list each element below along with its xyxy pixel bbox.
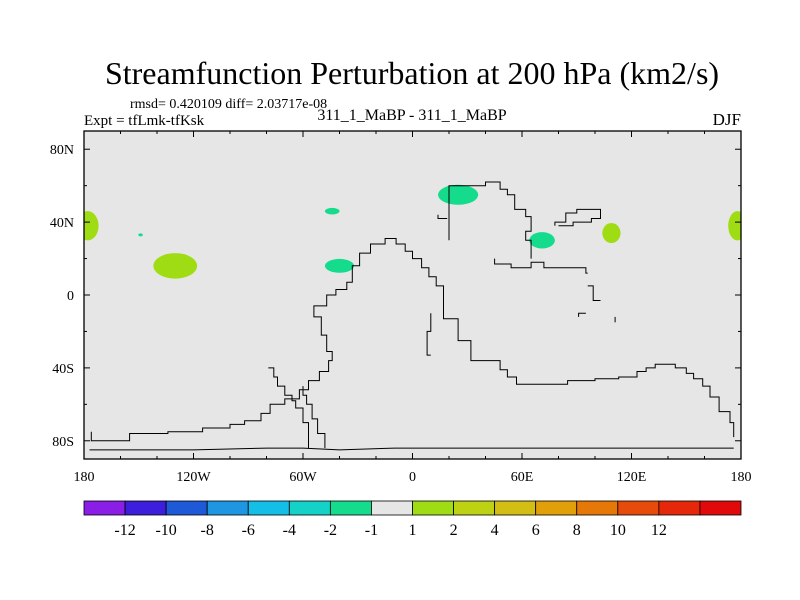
colorbar-label: 1 <box>409 522 417 539</box>
colorbar-swatch <box>699 500 742 516</box>
coastline <box>426 313 432 356</box>
colorbar-label: 12 <box>651 522 667 539</box>
y-tick-label: 80S <box>52 435 74 450</box>
anomaly-blob <box>728 211 741 241</box>
anomaly-blob <box>529 232 555 249</box>
colorbar-label: -6 <box>242 522 255 539</box>
colorbar-label: 8 <box>573 522 581 539</box>
anomaly-blob <box>324 207 340 215</box>
colorbar-label: -10 <box>155 522 176 539</box>
x-tick-label: 60E <box>511 470 534 485</box>
anomaly-blob <box>138 233 143 237</box>
x-tick-label: 180 <box>731 470 752 485</box>
chart-title: Streamfunction Perturbation at 200 hPa (… <box>105 55 719 91</box>
colorbar-label: 6 <box>532 522 540 539</box>
colorbar: -12 -10 -8 -6 -4 -2 -1 1 2 4 6 8 10 12 <box>83 500 742 539</box>
colorbar-swatch <box>165 500 208 516</box>
coastline <box>90 238 735 442</box>
colorbar-label: -12 <box>114 522 135 539</box>
y-tick-label: 80N <box>50 143 74 158</box>
anomaly-blob <box>324 258 355 273</box>
x-tick-label: 120E <box>617 470 647 485</box>
colorbar-swatch <box>247 500 290 516</box>
colorbar-swatch <box>371 500 413 516</box>
map-background <box>84 131 741 459</box>
colorbar-swatch <box>412 500 454 516</box>
season-label: DJF <box>713 110 741 129</box>
anomaly-blob <box>153 253 198 279</box>
subtitle-label: 311_1_MaBP - 311_1_MaBP <box>317 107 506 124</box>
coastline <box>268 367 309 449</box>
x-tick-label: 180 <box>74 470 95 485</box>
colorbar-label: -2 <box>324 522 337 539</box>
anomaly-blob <box>84 211 99 241</box>
colorbar-label: 10 <box>610 522 626 539</box>
coastline <box>302 386 326 449</box>
coastline <box>494 258 588 274</box>
y-tick-label: 0 <box>67 289 74 304</box>
colorbar-swatch <box>453 500 496 516</box>
colorbar-label: -4 <box>283 522 296 539</box>
x-axis: 180 120W 60W 0 60E 120E 180 <box>74 131 752 485</box>
coastline <box>448 181 532 259</box>
colorbar-swatch <box>535 500 578 516</box>
colorbar-swatch <box>658 500 701 516</box>
anomaly-blob <box>602 223 621 244</box>
colorbar-swatch <box>83 500 126 516</box>
coastline <box>554 208 601 227</box>
colorbar-swatch <box>124 500 167 516</box>
colorbar-swatch <box>494 500 537 516</box>
colorbar-swatch <box>288 500 331 516</box>
y-tick-label: 40N <box>50 216 74 231</box>
anomaly-blob <box>438 184 479 205</box>
experiment-label: Expt = tfLmk-tfKsk <box>84 113 205 129</box>
coastline <box>578 312 586 317</box>
coastline <box>89 447 734 451</box>
colorbar-swatch <box>576 500 619 516</box>
map-plot-area <box>83 130 742 460</box>
x-tick-label: 0 <box>409 470 416 485</box>
colorbar-swatch <box>206 500 249 516</box>
colorbar-label: 4 <box>491 522 499 539</box>
colorbar-label: 2 <box>450 522 458 539</box>
stats-label: rmsd= 0.420109 diff= 2.03717e-08 <box>130 97 327 112</box>
colorbar-swatch <box>617 500 660 516</box>
x-tick-label: 60W <box>289 470 317 485</box>
x-tick-label: 120W <box>176 470 211 485</box>
coastline <box>587 285 601 301</box>
colorbar-swatch <box>329 500 372 516</box>
y-axis: 80N 40N 0 40S 80S <box>50 143 741 450</box>
colorbar-label: -1 <box>365 522 378 539</box>
y-tick-label: 40S <box>52 362 74 377</box>
coastline <box>437 214 448 219</box>
map-contents <box>84 181 741 451</box>
colorbar-label: -8 <box>201 522 214 539</box>
